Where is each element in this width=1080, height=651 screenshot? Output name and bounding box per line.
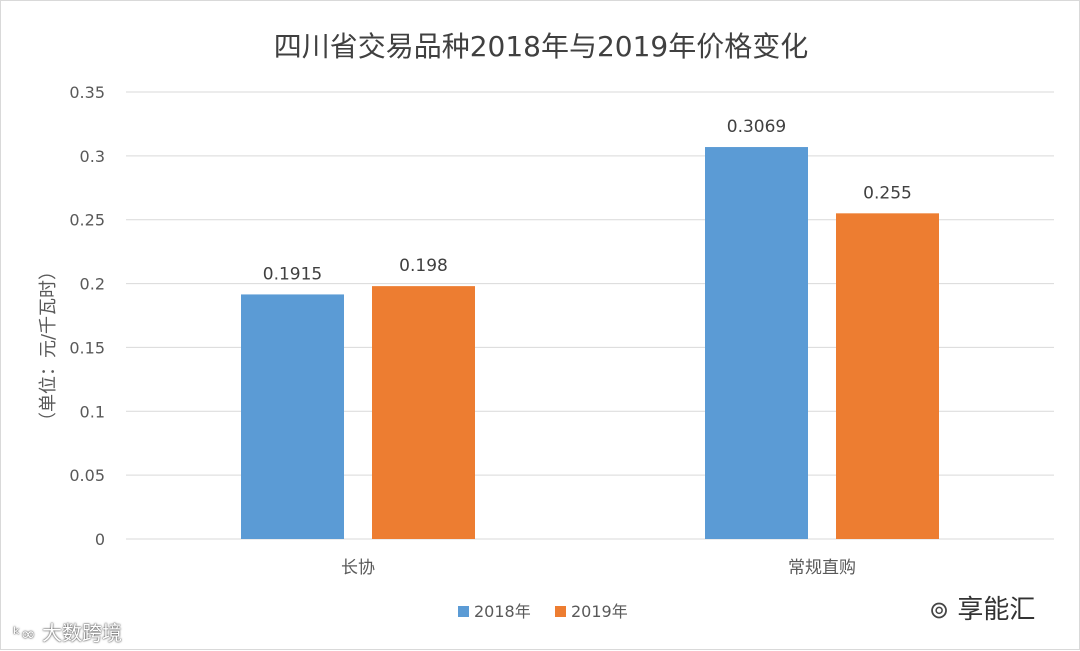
data-label: 0.255 bbox=[863, 183, 912, 203]
watermark-left: ᵏ∞ 大数跨境 bbox=[13, 617, 122, 646]
bar-2018 bbox=[705, 147, 808, 539]
bar-2019 bbox=[836, 213, 939, 540]
y-tick-label: 0 bbox=[95, 530, 105, 549]
y-tick-label: 0.15 bbox=[69, 338, 105, 357]
y-tick-label: 0.1 bbox=[80, 402, 105, 421]
y-axis-label: （单位：元/千瓦时） bbox=[38, 262, 59, 430]
x-category-labels: 长协 常规直购 bbox=[341, 558, 856, 578]
data-labels: 0.1915 0.198 0.3069 0.255 bbox=[263, 117, 912, 284]
y-tick-label: 0.25 bbox=[69, 211, 105, 230]
y-tick-label: 0.3 bbox=[80, 147, 105, 166]
bars bbox=[241, 147, 939, 540]
legend: 2018年 2019年 bbox=[458, 602, 628, 621]
watermark-right: ⊚ 享能汇 bbox=[929, 589, 1035, 626]
bar-2018 bbox=[241, 294, 344, 539]
y-tick-label: 0.35 bbox=[69, 83, 105, 102]
legend-label: 2018年 bbox=[474, 602, 531, 621]
y-tick-labels: 0 0.05 0.1 0.15 0.2 0.25 0.3 0.35 bbox=[69, 83, 105, 549]
data-label: 0.1915 bbox=[263, 264, 322, 284]
x-category-label: 长协 bbox=[341, 558, 375, 578]
data-label: 0.3069 bbox=[727, 117, 786, 137]
x-category-label: 常规直购 bbox=[788, 558, 856, 578]
wechat-icon: ⊚ bbox=[929, 596, 950, 624]
chart-title: 四川省交易品种2018年与2019年价格变化 bbox=[274, 30, 809, 63]
watermark-right-text: 享能汇 bbox=[957, 595, 1036, 625]
watermark-left-text: 大数跨境 bbox=[42, 621, 123, 645]
watermark-left-icon: ᵏ∞ bbox=[13, 624, 36, 645]
data-label: 0.198 bbox=[399, 256, 448, 276]
y-tick-label: 0.05 bbox=[69, 466, 105, 485]
y-axis-label-group: （单位：元/千瓦时） bbox=[38, 262, 59, 430]
legend-swatch bbox=[458, 606, 469, 617]
legend-label: 2019年 bbox=[571, 602, 628, 621]
bar-2019 bbox=[372, 286, 475, 539]
y-tick-label: 0.2 bbox=[80, 275, 105, 294]
legend-swatch bbox=[555, 606, 566, 617]
